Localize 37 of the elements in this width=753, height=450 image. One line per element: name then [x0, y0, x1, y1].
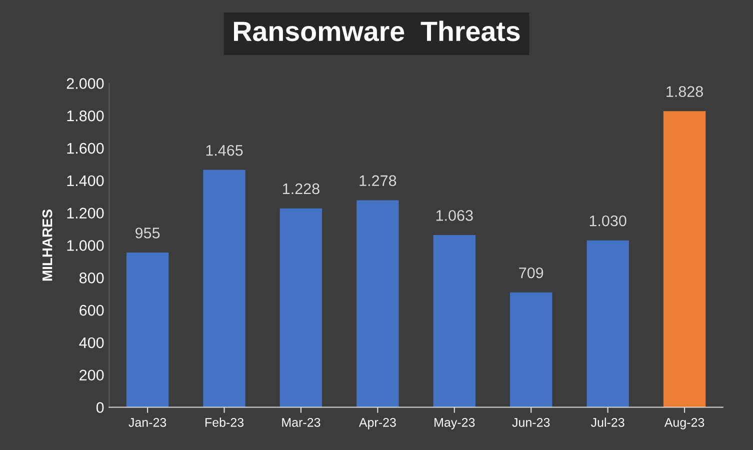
- y-tick-label: 1.200: [67, 208, 104, 219]
- x-tick-label: Jul-23: [590, 418, 624, 427]
- x-tick-label: Mar-23: [282, 418, 320, 427]
- data-label: 1.465: [206, 144, 243, 156]
- y-tick-label: 1.600: [67, 142, 104, 154]
- y-tick-label: 1.400: [67, 175, 104, 186]
- x-tick-label: Aug-23: [664, 418, 704, 430]
- y-tick-label: 1.000: [67, 240, 104, 251]
- bar: [356, 200, 399, 408]
- x-tick-label: May-23: [434, 418, 475, 430]
- bar: [586, 240, 629, 408]
- bar: [433, 235, 476, 408]
- data-label: 955: [136, 228, 160, 238]
- bar: [510, 292, 552, 408]
- x-tick-label: Feb-23: [205, 418, 244, 427]
- x-tick-label: Jun-23: [512, 418, 550, 427]
- data-label: 1.063: [436, 210, 473, 221]
- y-tick-label: 0: [96, 402, 104, 413]
- bar: [203, 170, 246, 408]
- x-tick-label: Apr-23: [358, 418, 396, 430]
- y-tick-label: 2.000: [66, 78, 104, 89]
- y-tick-label: 600: [80, 304, 104, 316]
- x-tick-label: Jan-23: [128, 418, 166, 427]
- data-label: 1.228: [283, 183, 320, 194]
- bar: [280, 208, 322, 408]
- y-axis-title: MILHARES: [42, 210, 52, 281]
- y-tick-label: 1.800: [67, 110, 104, 122]
- y-tick-label: 800: [80, 272, 104, 284]
- data-label: 1.030: [590, 215, 626, 226]
- chart-title: Ransomware Threats: [234, 20, 520, 42]
- data-label: 1.828: [666, 86, 703, 97]
- data-label: 709: [519, 267, 544, 278]
- y-tick-label: 200: [80, 370, 104, 381]
- bar: [126, 252, 169, 408]
- data-label: 1.278: [360, 175, 396, 186]
- bar: [663, 111, 706, 408]
- y-tick-label: 400: [79, 337, 104, 348]
